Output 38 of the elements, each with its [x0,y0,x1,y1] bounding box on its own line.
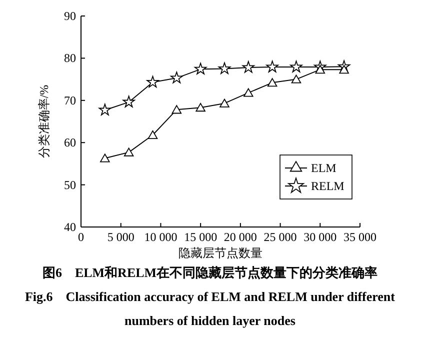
point [172,105,182,114]
y-tick-label: 50 [64,178,76,192]
legend-label: ELM [311,161,337,175]
point [290,60,302,72]
y-tick-label: 90 [64,9,76,23]
x-tick-label: 5 000 [107,230,134,244]
y-tick-label: 40 [64,220,76,234]
x-axis-title: 隐藏层节点数量 [178,246,262,260]
point [242,61,255,73]
point [194,62,207,74]
x-tick-label: 10 000 [144,230,178,244]
point [124,148,134,156]
x-tick-label: 30 000 [304,230,337,244]
text: Fig.6 Classification accuracy of ELM and RELM under different numbers of hidden layer nodes [24,289,396,328]
point [220,98,230,108]
x-tick-label: 35 000 [344,230,376,244]
point [148,130,158,140]
point [170,72,183,84]
point [218,62,231,74]
point [244,88,254,97]
point [122,96,135,108]
point [267,78,278,87]
x-tick-label: 25 000 [264,230,297,244]
legend-label: RELM [311,179,345,193]
x-tick-label: 0 [78,230,84,244]
y-tick-label: 70 [64,93,76,108]
point [146,76,159,88]
point [291,74,302,84]
y-tick-label: 60 [64,136,76,150]
point [98,104,112,116]
point [196,103,206,112]
point [100,154,110,162]
y-axis-title: 分类准确率/% [37,84,51,158]
y-tick-label: 80 [64,51,76,66]
text: 图6 ELM和RELM在不同隐藏层节点数量下的分类准确率 [42,265,378,280]
x-tick-label: 15 000 [184,230,218,244]
point [266,60,278,72]
x-tick-label: 20 000 [224,230,257,244]
